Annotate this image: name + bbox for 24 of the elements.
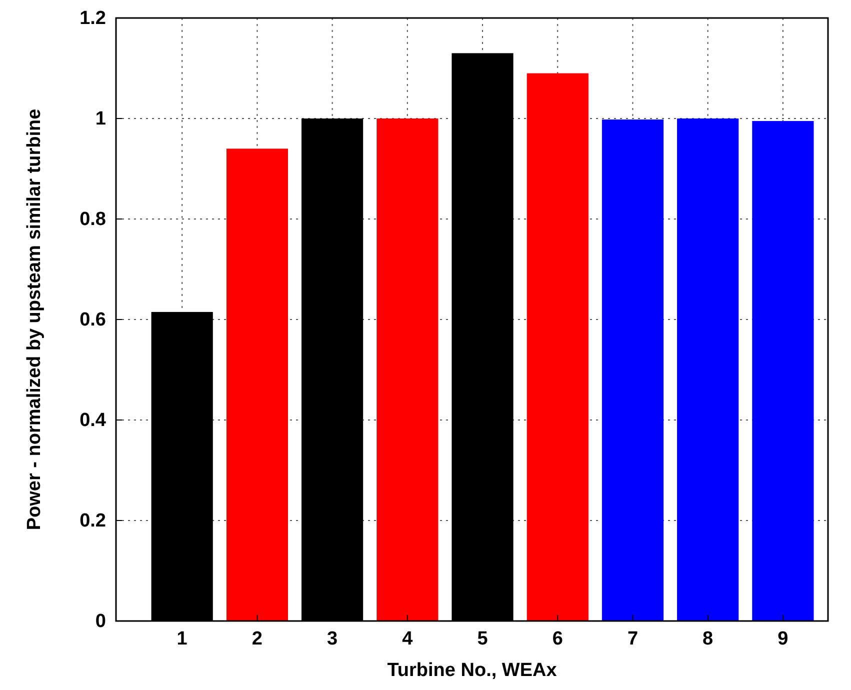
x-tick-label: 9 [778, 628, 788, 650]
bar [226, 148, 288, 621]
bar [752, 121, 814, 621]
bar [677, 118, 739, 621]
y-tick-label: 0.6 [80, 310, 106, 331]
y-tick-label: 1.2 [80, 8, 106, 30]
x-tick-label: 6 [552, 628, 563, 650]
x-tick-label: 5 [477, 628, 488, 650]
bar [376, 118, 438, 621]
x-tick-label: 3 [327, 628, 338, 650]
y-tick-label: 0.4 [80, 410, 106, 432]
y-tick-label: 1 [95, 108, 106, 130]
bar [526, 73, 588, 621]
x-axis-title: Turbine No., WEAx [387, 660, 558, 681]
bar [602, 120, 664, 621]
x-tick-label: 2 [252, 628, 262, 650]
x-tick-label: 1 [176, 628, 188, 650]
y-tick-label: 0.2 [80, 510, 106, 532]
y-tick-label: 0.8 [80, 209, 106, 230]
y-axis-title: Power - normalized by upsteam similar turbine [24, 108, 45, 530]
y-tick-label: 0 [95, 611, 106, 632]
x-tick-label: 4 [402, 628, 414, 650]
x-tick-label: 7 [627, 628, 638, 650]
x-tick-label: 8 [702, 628, 714, 650]
